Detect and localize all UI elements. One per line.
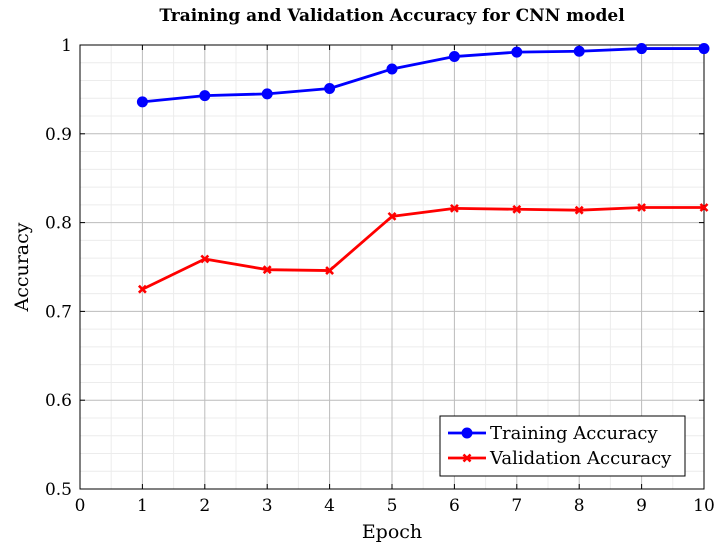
data-point bbox=[698, 43, 710, 55]
data-point bbox=[573, 45, 585, 57]
y-tick-label: 0.9 bbox=[45, 125, 72, 145]
marker-stroke bbox=[387, 211, 397, 221]
data-point bbox=[261, 88, 273, 100]
legend-label: Training Accuracy bbox=[490, 423, 658, 444]
y-tick-label: 1 bbox=[61, 36, 72, 56]
legend-entry: Validation Accuracy bbox=[448, 448, 672, 469]
legend-box bbox=[439, 415, 686, 477]
y-tick-label: 0.6 bbox=[45, 391, 72, 411]
data-point bbox=[262, 265, 272, 275]
data-point bbox=[200, 254, 210, 264]
data-point bbox=[199, 90, 211, 102]
marker-stroke bbox=[637, 203, 647, 212]
x-tick-label: 7 bbox=[511, 496, 522, 516]
marker-stroke bbox=[574, 205, 584, 215]
y-tick-label: 0.5 bbox=[45, 480, 72, 500]
legend: Training Accuracy Validation Accuracy bbox=[439, 415, 686, 477]
x-tick-label: 1 bbox=[137, 496, 148, 516]
series-line bbox=[141, 206, 704, 291]
marker-stroke bbox=[462, 453, 472, 463]
marker-stroke bbox=[699, 203, 709, 212]
data-point bbox=[449, 203, 459, 213]
x-tick-label: 6 bbox=[449, 496, 460, 516]
data-point bbox=[137, 284, 147, 294]
axis-ticks: 0 1 2 3 4 5 6 7 8 9 10 0.5 0.6 0.7 0.8 0.9 1 bbox=[45, 36, 715, 516]
x-tick-label: 3 bbox=[262, 496, 273, 516]
y-tick-label: 0.8 bbox=[45, 214, 72, 234]
y-tick-label: 0.7 bbox=[45, 302, 72, 322]
data-point bbox=[448, 51, 460, 63]
marker-stroke bbox=[262, 265, 272, 275]
legend-entry: Training Accuracy bbox=[448, 423, 658, 444]
data-point bbox=[512, 204, 522, 214]
series-group bbox=[136, 43, 710, 294]
x-tick-label: 10 bbox=[693, 496, 715, 516]
marker-stroke bbox=[512, 204, 522, 214]
x-tick-label: 8 bbox=[574, 496, 585, 516]
x-tick-label: 4 bbox=[324, 496, 335, 516]
legend-marker bbox=[461, 427, 473, 439]
data-point bbox=[636, 43, 648, 55]
marker-stroke bbox=[200, 254, 210, 264]
marker-stroke bbox=[325, 266, 335, 275]
chart-title: Training and Validation Accuracy for CNN… bbox=[159, 6, 625, 26]
legend-label: Validation Accuracy bbox=[489, 448, 672, 469]
data-point bbox=[387, 211, 397, 221]
x-axis-label: Epoch bbox=[362, 521, 422, 543]
y-axis-label: Accuracy bbox=[11, 222, 33, 312]
data-point bbox=[324, 83, 336, 95]
x-tick-label: 0 bbox=[75, 496, 86, 516]
marker-stroke bbox=[137, 284, 147, 294]
legend-marker bbox=[462, 453, 472, 463]
data-point bbox=[136, 96, 148, 108]
x-tick-label: 2 bbox=[199, 496, 210, 516]
data-point bbox=[637, 203, 647, 212]
data-point bbox=[386, 63, 398, 75]
data-point bbox=[574, 205, 584, 215]
data-point bbox=[325, 266, 335, 275]
x-tick-label: 9 bbox=[636, 496, 647, 516]
series-training bbox=[136, 43, 710, 108]
data-point bbox=[511, 46, 523, 58]
x-tick-label: 5 bbox=[387, 496, 398, 516]
series-validation bbox=[137, 203, 709, 294]
data-point bbox=[699, 203, 709, 212]
marker-stroke bbox=[449, 203, 459, 213]
series-line bbox=[142, 47, 704, 104]
legend-entries: Training Accuracy Validation Accuracy bbox=[448, 423, 672, 469]
